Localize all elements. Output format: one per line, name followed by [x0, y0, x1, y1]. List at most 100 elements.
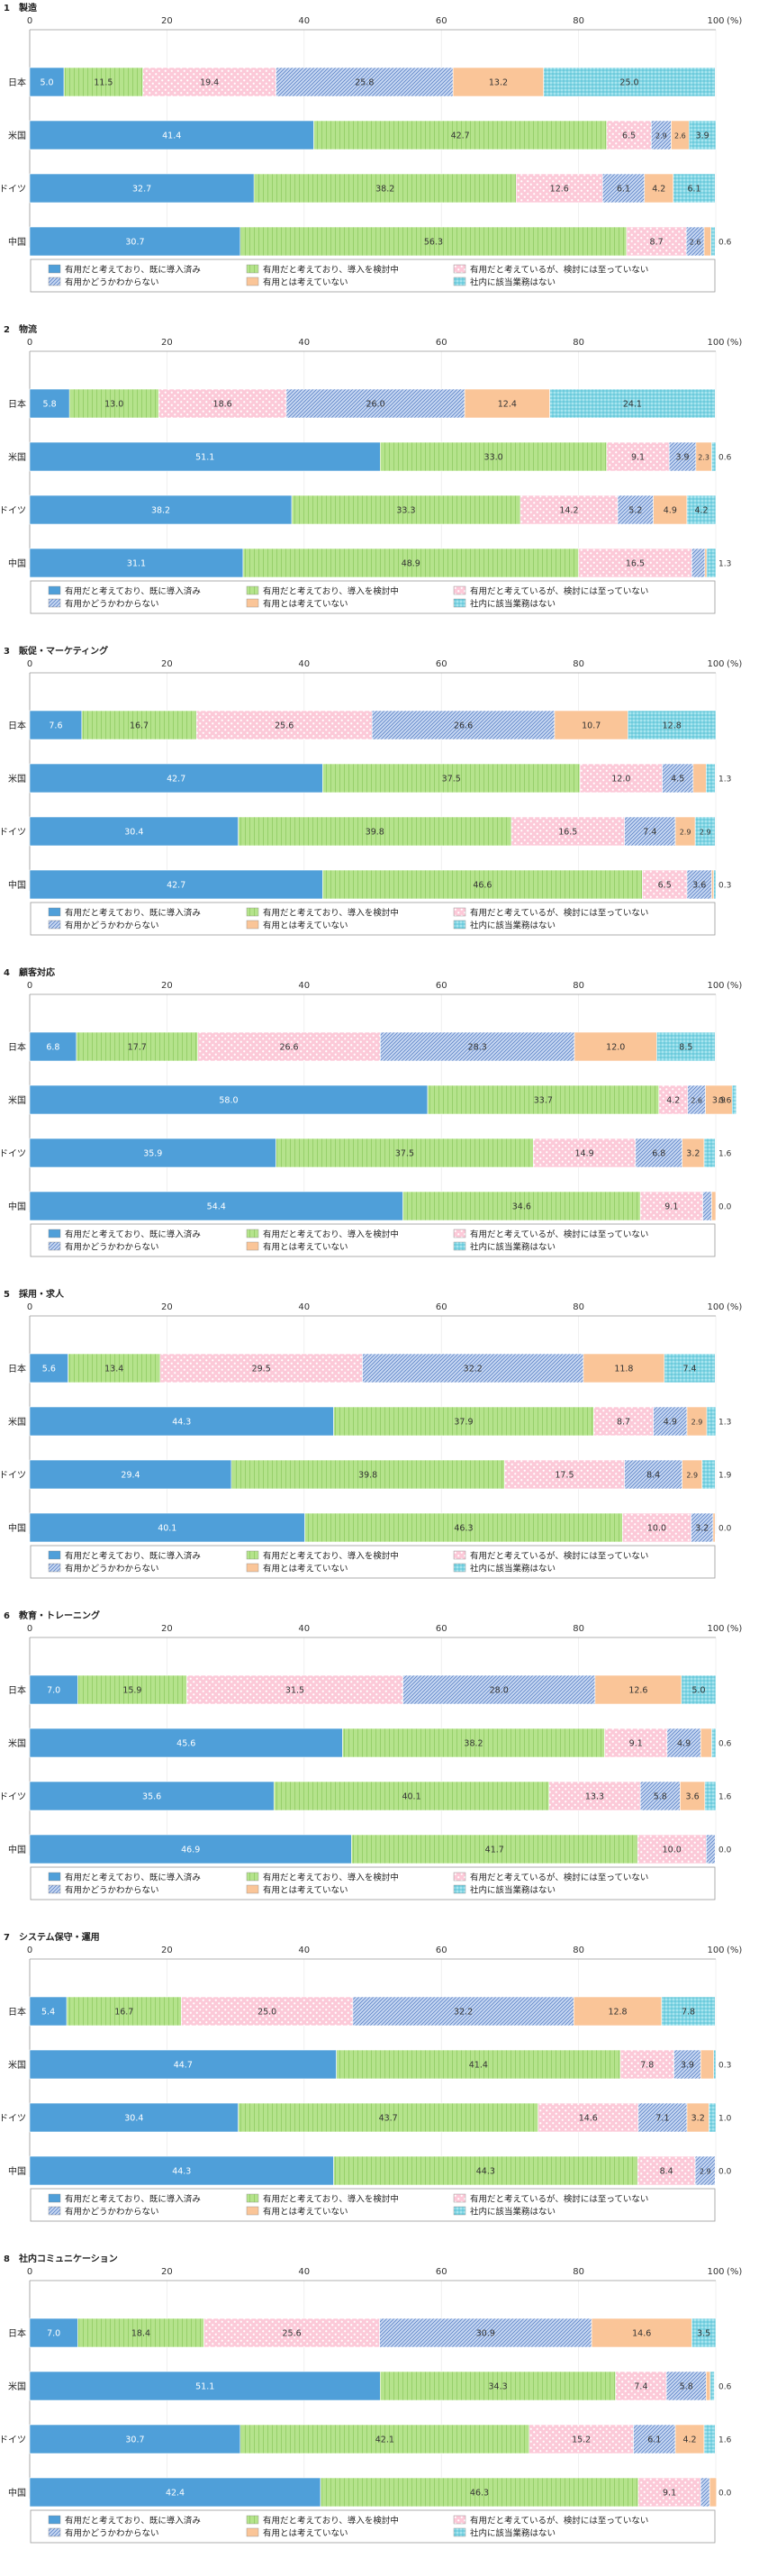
bar-segment	[615, 2371, 667, 2401]
bar-segment	[63, 67, 144, 97]
bar-segment	[197, 1031, 381, 1062]
data-label: 51.1	[195, 2382, 214, 2392]
chart-title: 2 物流	[4, 323, 37, 335]
chart-title: 5 採用・求人	[4, 1288, 65, 1300]
bar-segment	[633, 2424, 676, 2454]
bar-segment	[336, 2049, 621, 2080]
legend-swatch	[246, 1872, 259, 1882]
bar-segment	[342, 1728, 605, 1758]
legend-label: 有用だと考えており、既に導入済み	[65, 586, 201, 597]
data-label: 4.9	[664, 506, 677, 516]
legend-swatch	[246, 1241, 259, 1251]
bar-segment	[29, 226, 241, 257]
bar-segment	[158, 388, 287, 419]
bar-segment	[29, 388, 70, 419]
bar-segment	[333, 2155, 638, 2186]
bar-segment	[686, 869, 712, 900]
legend-swatch	[48, 920, 61, 930]
data-label: 12.6	[628, 1686, 647, 1696]
legend-swatch	[48, 598, 61, 608]
data-label-outside: 1.0	[718, 2115, 732, 2124]
x-tick-label: 100	[707, 338, 724, 348]
data-label: 3.2	[691, 2114, 705, 2124]
data-label: 12.8	[608, 2008, 627, 2018]
bar-segment	[29, 1138, 276, 1168]
category-label: 米国	[8, 2059, 26, 2071]
bar-segment	[702, 1191, 712, 1221]
category-label: 中国	[8, 558, 26, 569]
x-tick-label: 60	[436, 338, 447, 348]
bar-segment	[591, 2317, 692, 2348]
data-label: 4.2	[682, 2435, 696, 2445]
data-label: 42.7	[167, 775, 185, 785]
category-label: 米国	[8, 1094, 26, 1106]
x-tick-label: 40	[298, 659, 310, 669]
data-label: 2.3	[698, 454, 709, 462]
data-label-outside: 0.6	[718, 2383, 732, 2392]
category-label: 中国	[8, 1844, 26, 1855]
bar-segment	[29, 173, 255, 204]
bar-segment	[701, 1459, 716, 1490]
data-label: 24.1	[623, 400, 642, 410]
chart-panel: 8 社内コミュニケーション 0 20 40 60 80 100 (%) 日本 7.0 18.4 25.…	[0, 2253, 742, 2544]
bar-segment	[533, 1138, 637, 1168]
legend-swatch	[453, 1550, 466, 1560]
legend-swatch	[48, 1229, 61, 1238]
legend-label: 有用だと考えており、導入を検討中	[263, 2194, 399, 2205]
category-label: ドイツ	[0, 2114, 26, 2124]
data-label: 7.0	[47, 1686, 60, 1696]
bar-segment	[81, 710, 197, 740]
data-label-outside: 1.3	[718, 776, 731, 785]
bar-segment	[253, 173, 517, 204]
bar-segment	[624, 1459, 682, 1490]
bar-segment	[704, 1781, 717, 1811]
x-tick-label: 20	[161, 659, 173, 669]
data-label: 38.2	[464, 1739, 483, 1749]
data-label: 15.2	[572, 2435, 591, 2445]
chart-title: 1 製造	[4, 2, 38, 14]
data-label: 3.9	[712, 1096, 726, 1106]
x-axis-unit: (%)	[727, 1946, 742, 1955]
legend-label: 有用とは考えていない	[263, 2528, 348, 2539]
legend-label: 有用だと考えているが、検討には至っていない	[470, 1873, 648, 1883]
legend-label: 社内に該当業務はない	[470, 1564, 556, 1574]
bar-segment	[76, 1031, 198, 1062]
data-label: 28.3	[468, 1043, 487, 1053]
data-label: 45.6	[176, 1739, 195, 1749]
x-axis-unit: (%)	[727, 338, 742, 348]
data-label: 30.9	[476, 2329, 495, 2339]
legend-swatch	[48, 2527, 61, 2537]
x-axis-unit: (%)	[727, 1624, 742, 1634]
legend-label: 社内に該当業務はない	[470, 921, 556, 931]
data-label: 13.2	[489, 78, 508, 88]
legend-label: 有用だと考えており、導入を検討中	[263, 265, 399, 276]
x-tick-label: 40	[298, 981, 310, 991]
legend-box	[30, 2188, 716, 2222]
data-label: 43.7	[379, 2114, 398, 2124]
category-label: ドイツ	[0, 1149, 26, 1159]
legend-label: 有用だと考えており、導入を検討中	[263, 586, 399, 597]
bar-segment	[682, 1138, 705, 1168]
data-label: 37.5	[395, 1149, 414, 1159]
bar-segment	[29, 2424, 241, 2454]
bar-segment	[637, 1834, 707, 1864]
data-label: 12.0	[611, 775, 630, 785]
bar-segment	[674, 2424, 705, 2454]
bar-segment	[700, 1728, 712, 1758]
legend-label: 有用だと考えており、既に導入済み	[65, 908, 201, 919]
legend-swatch	[48, 907, 61, 917]
x-tick-label: 0	[27, 659, 32, 669]
legend-label: 社内に該当業務はない	[470, 1885, 556, 1896]
data-label: 3.5	[697, 2329, 710, 2339]
x-tick-label: 20	[161, 2267, 173, 2277]
bar-segment	[656, 1031, 716, 1062]
data-label: 51.1	[195, 453, 214, 463]
data-label: 4.5	[671, 775, 684, 785]
bar-segment	[29, 710, 83, 740]
data-label: 10.0	[663, 1846, 682, 1855]
data-label: 19.4	[200, 78, 219, 88]
bar-segment	[242, 548, 579, 578]
bar-segment	[427, 1084, 660, 1115]
data-label: 16.5	[626, 559, 645, 569]
